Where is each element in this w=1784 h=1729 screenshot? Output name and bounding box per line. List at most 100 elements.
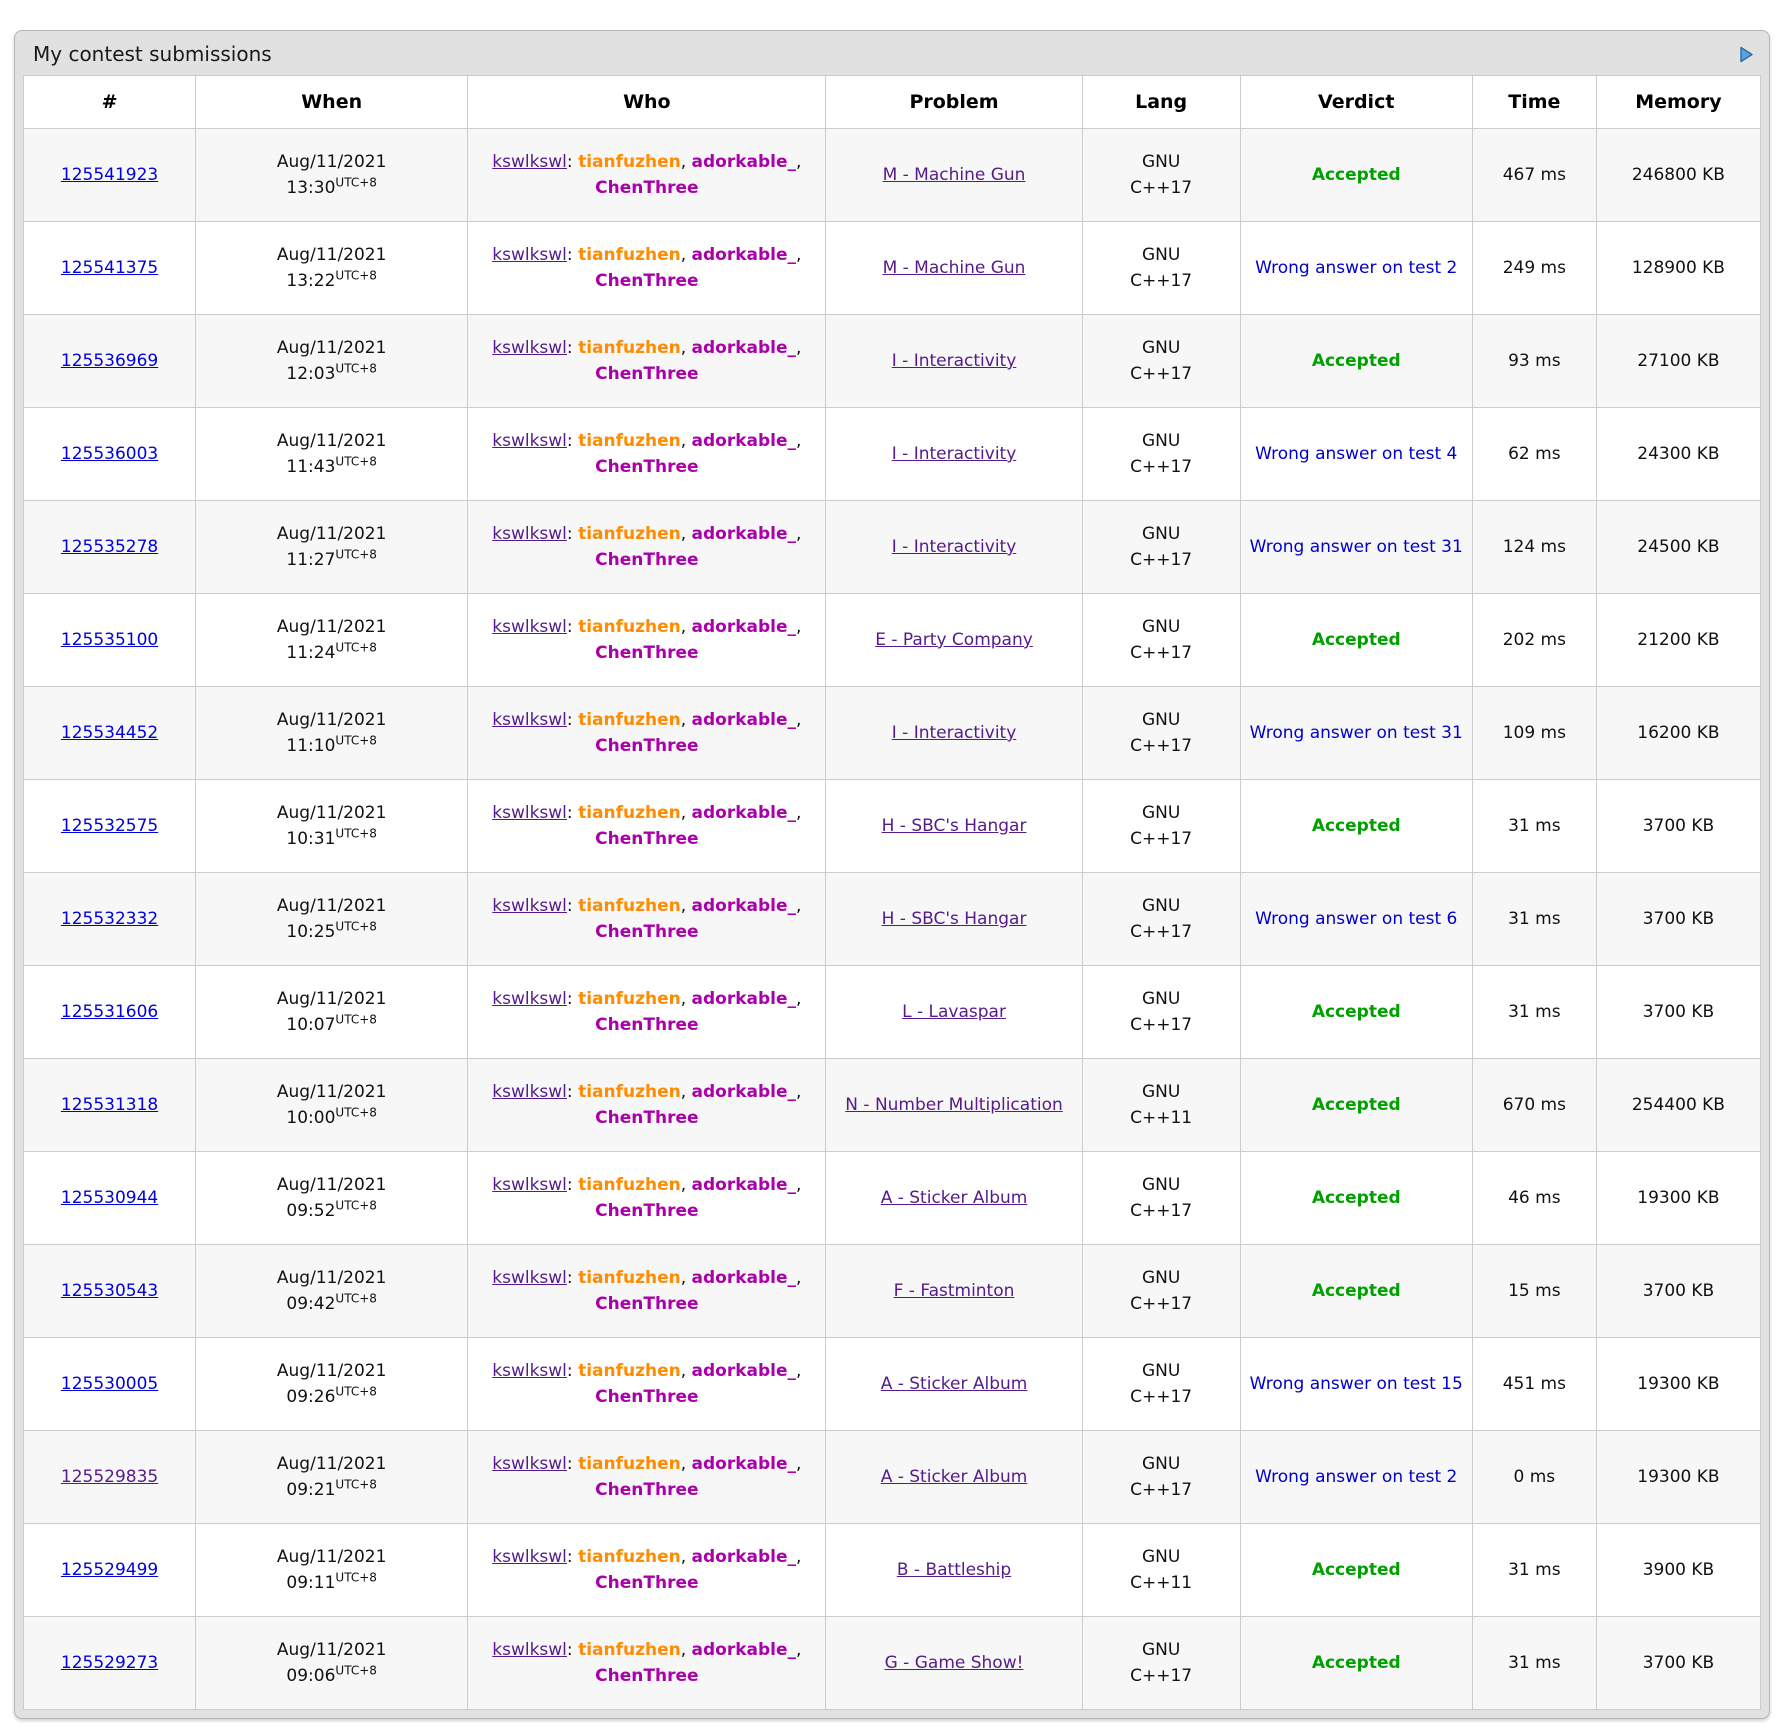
- team-link[interactable]: kswlkswl: [492, 1174, 567, 1195]
- submission-id-link[interactable]: 125529273: [60, 1652, 159, 1673]
- cell-memory: 19300 KB: [1595, 1337, 1762, 1431]
- team-link[interactable]: kswlkswl: [492, 616, 567, 637]
- problem-link[interactable]: F - Fastminton: [893, 1280, 1015, 1301]
- verdict-text: Accepted: [1311, 1094, 1401, 1115]
- team-separator: :: [566, 709, 579, 730]
- time-value: 31 ms: [1508, 815, 1561, 836]
- team-link[interactable]: kswlkswl: [492, 1081, 567, 1102]
- submission-id-link[interactable]: 125531606: [60, 1001, 159, 1022]
- problem-link[interactable]: H - SBC's Hangar: [881, 908, 1027, 929]
- memory-value: 3700 KB: [1642, 815, 1715, 836]
- submission-id-link[interactable]: 125530005: [60, 1373, 159, 1394]
- cell-time: 15 ms: [1471, 1244, 1597, 1338]
- submission-id-link[interactable]: 125536003: [60, 443, 159, 464]
- problem-link[interactable]: I - Interactivity: [891, 350, 1017, 371]
- time-value: 249 ms: [1502, 257, 1566, 278]
- submission-id-link[interactable]: 125535278: [60, 536, 159, 557]
- cell-id: 125535100: [22, 593, 197, 687]
- team-link[interactable]: kswlkswl: [492, 1639, 567, 1660]
- team-link[interactable]: kswlkswl: [492, 1267, 567, 1288]
- column-header-lang: Lang: [1081, 75, 1241, 129]
- lang-line-1: GNU: [1141, 430, 1181, 451]
- time-value: 467 ms: [1502, 164, 1566, 185]
- cell-when: Aug/11/2021 11:43UTC+8: [195, 407, 469, 501]
- submission-time: 10:31: [286, 829, 336, 849]
- submission-id-link[interactable]: 125541923: [60, 164, 159, 185]
- submission-time-line: 09:42UTC+8: [202, 1291, 461, 1317]
- lang-line-2: C++17: [1130, 1666, 1193, 1686]
- problem-link[interactable]: N - Number Multiplication: [845, 1094, 1063, 1115]
- submission-id-link[interactable]: 125541375: [60, 257, 159, 278]
- verdict-text: Wrong answer on test 6: [1255, 908, 1458, 929]
- team-members: tianfuzhen, adorkable_, ChenThree: [578, 709, 802, 756]
- table-row: 125535100 Aug/11/2021 11:24UTC+8 kswlksw…: [22, 593, 1762, 687]
- team-link[interactable]: kswlkswl: [492, 1360, 567, 1381]
- submission-id-link[interactable]: 125529835: [60, 1466, 159, 1487]
- team-separator: :: [566, 1081, 579, 1102]
- submission-time: 11:27: [286, 550, 336, 570]
- submission-id-link[interactable]: 125534452: [60, 722, 159, 743]
- cell-time: 93 ms: [1471, 314, 1597, 408]
- member-name: adorkable_: [691, 430, 797, 451]
- submission-timezone: UTC+8: [335, 1384, 377, 1399]
- submission-id-link[interactable]: 125530944: [60, 1187, 159, 1208]
- cell-who: kswlkswl: tianfuzhen, adorkable_, ChenTh…: [467, 500, 827, 594]
- member-name: ChenThree: [595, 1201, 699, 1221]
- lang-line-1: GNU: [1141, 1081, 1181, 1102]
- problem-link[interactable]: E - Party Company: [875, 629, 1033, 650]
- team-link[interactable]: kswlkswl: [492, 1546, 567, 1567]
- lang-line-1: GNU: [1141, 1639, 1181, 1660]
- problem-link[interactable]: I - Interactivity: [891, 443, 1017, 464]
- team-members: tianfuzhen, adorkable_, ChenThree: [578, 244, 802, 291]
- submission-id-link[interactable]: 125532332: [60, 908, 159, 929]
- team-link[interactable]: kswlkswl: [492, 337, 567, 358]
- cell-problem: I - Interactivity: [825, 686, 1083, 780]
- submission-time-line: 09:52UTC+8: [202, 1198, 461, 1224]
- cell-when: Aug/11/2021 10:00UTC+8: [195, 1058, 469, 1152]
- member-name: ChenThree: [595, 829, 699, 849]
- team-members: tianfuzhen, adorkable_, ChenThree: [578, 895, 802, 942]
- member-name: ChenThree: [595, 1387, 699, 1407]
- problem-link[interactable]: M - Machine Gun: [882, 257, 1026, 278]
- member-name: tianfuzhen: [578, 430, 681, 451]
- team-link[interactable]: kswlkswl: [492, 244, 567, 265]
- lang-line-2: C++11: [1130, 1108, 1193, 1128]
- verdict-text: Wrong answer on test 4: [1255, 443, 1458, 464]
- cell-problem: I - Interactivity: [825, 314, 1083, 408]
- team-link[interactable]: kswlkswl: [492, 430, 567, 451]
- member-name: ChenThree: [595, 922, 699, 942]
- problem-link[interactable]: H - SBC's Hangar: [881, 815, 1027, 836]
- submission-id-link[interactable]: 125530543: [60, 1280, 159, 1301]
- problem-link[interactable]: G - Game Show!: [884, 1652, 1024, 1673]
- submission-id-link[interactable]: 125535100: [60, 629, 159, 650]
- problem-link[interactable]: A - Sticker Album: [880, 1187, 1028, 1208]
- cell-id: 125536969: [22, 314, 197, 408]
- team-link[interactable]: kswlkswl: [492, 988, 567, 1009]
- problem-link[interactable]: A - Sticker Album: [880, 1373, 1028, 1394]
- submission-id-link[interactable]: 125536969: [60, 350, 159, 371]
- team-link[interactable]: kswlkswl: [492, 523, 567, 544]
- problem-link[interactable]: I - Interactivity: [891, 722, 1017, 743]
- problem-link[interactable]: L - Lavaspar: [902, 1001, 1006, 1022]
- problem-link[interactable]: I - Interactivity: [891, 536, 1017, 557]
- submission-id-link[interactable]: 125531318: [60, 1094, 159, 1115]
- team-link[interactable]: kswlkswl: [492, 802, 567, 823]
- lang-line-1: GNU: [1141, 802, 1181, 823]
- problem-link[interactable]: A - Sticker Album: [880, 1466, 1028, 1487]
- team-link[interactable]: kswlkswl: [492, 895, 567, 916]
- submission-time: 10:07: [286, 1015, 336, 1035]
- cell-verdict: Accepted: [1239, 314, 1473, 408]
- team-separator: :: [566, 1639, 579, 1660]
- team-link[interactable]: kswlkswl: [492, 151, 567, 172]
- member-name: adorkable_: [691, 337, 797, 358]
- team-link[interactable]: kswlkswl: [492, 1453, 567, 1474]
- problem-link[interactable]: B - Battleship: [896, 1559, 1012, 1580]
- problem-link[interactable]: M - Machine Gun: [882, 164, 1026, 185]
- expand-arrow-icon[interactable]: [1736, 45, 1755, 64]
- verdict-text: Wrong answer on test 31: [1249, 536, 1463, 557]
- team-link[interactable]: kswlkswl: [492, 709, 567, 730]
- submission-id-link[interactable]: 125532575: [60, 815, 159, 836]
- submission-date: Aug/11/2021: [276, 709, 387, 730]
- cell-who: kswlkswl: tianfuzhen, adorkable_, ChenTh…: [467, 779, 827, 873]
- submission-id-link[interactable]: 125529499: [60, 1559, 159, 1580]
